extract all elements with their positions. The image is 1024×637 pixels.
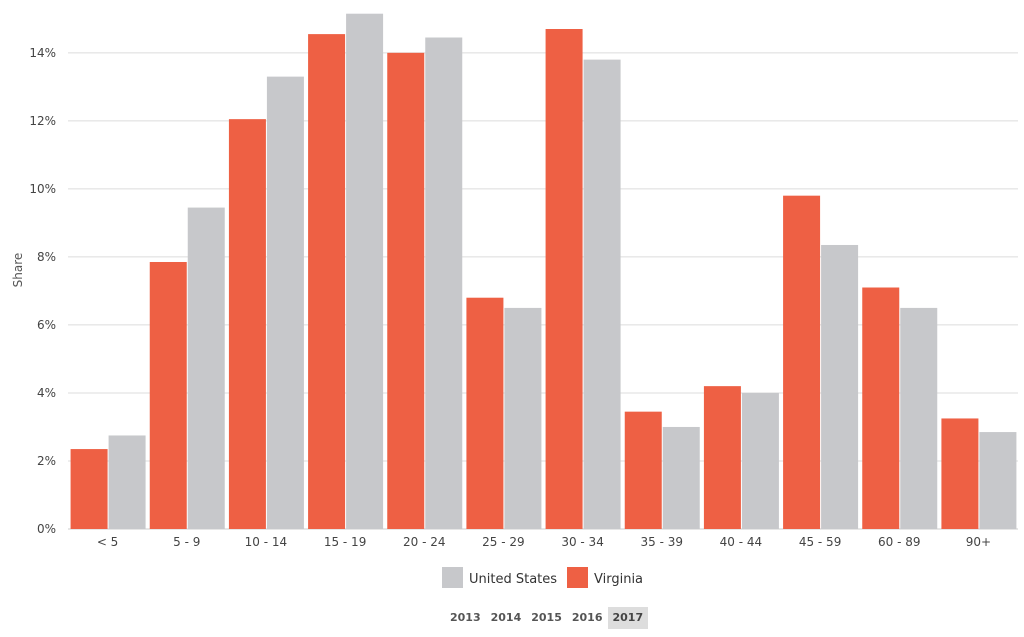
y-tick-label: 8% bbox=[37, 250, 56, 264]
bars bbox=[70, 13, 1017, 530]
bar-virginia[interactable] bbox=[703, 386, 741, 529]
x-tick-label: 90+ bbox=[966, 535, 991, 549]
year-selector: 2013 2014 2015 2016 2017 bbox=[445, 607, 649, 629]
legend-label: United States bbox=[469, 572, 557, 587]
y-tick-label: 12% bbox=[29, 114, 56, 128]
bar-virginia[interactable] bbox=[941, 418, 979, 529]
year-button-2016[interactable]: 2016 bbox=[571, 611, 603, 624]
bar-virginia[interactable] bbox=[783, 195, 821, 529]
x-tick-label: 5 - 9 bbox=[173, 535, 200, 549]
gridlines bbox=[68, 52, 1018, 530]
year-button-2015[interactable]: 2015 bbox=[531, 611, 562, 624]
bar-united-states[interactable] bbox=[979, 432, 1017, 529]
y-tick-label: 6% bbox=[37, 318, 56, 332]
bar-virginia[interactable] bbox=[149, 261, 187, 529]
bar-united-states[interactable] bbox=[900, 307, 938, 529]
bar-united-states[interactable] bbox=[346, 13, 384, 529]
bar-virginia[interactable] bbox=[308, 34, 346, 529]
year-button-2014[interactable]: 2014 bbox=[490, 611, 522, 624]
bar-united-states[interactable] bbox=[108, 435, 146, 529]
x-tick-label: 30 - 34 bbox=[561, 535, 604, 549]
bar-united-states[interactable] bbox=[266, 76, 304, 529]
y-tick-label: 14% bbox=[29, 46, 56, 60]
x-tick-label: 35 - 39 bbox=[641, 535, 684, 549]
bar-united-states[interactable] bbox=[187, 207, 225, 529]
legend-label: Virginia bbox=[594, 572, 643, 587]
legend-item-united-states[interactable]: United States bbox=[442, 567, 557, 588]
y-axis-title: Share bbox=[11, 253, 25, 288]
bar-virginia[interactable] bbox=[545, 29, 583, 529]
y-tick-label: 10% bbox=[29, 182, 56, 196]
x-tick-label: 10 - 14 bbox=[245, 535, 288, 549]
bar-virginia[interactable] bbox=[466, 297, 504, 529]
bar-united-states[interactable] bbox=[504, 307, 542, 529]
x-tick-label: 25 - 29 bbox=[482, 535, 525, 549]
x-axis-labels: < 5 5 - 9 10 - 14 15 - 19 20 - 24 25 - 29 30 -… bbox=[97, 535, 991, 549]
x-tick-label: 45 - 59 bbox=[799, 535, 842, 549]
y-tick-label: 2% bbox=[37, 454, 56, 468]
legend[interactable]: United States Virginia bbox=[442, 567, 643, 588]
y-tick-label: 4% bbox=[37, 386, 56, 400]
x-tick-label: 40 - 44 bbox=[720, 535, 763, 549]
y-axis-ticks: 0% 2% 4% 6% 8% 10% 12% 14% bbox=[29, 46, 56, 536]
x-tick-label: 60 - 89 bbox=[878, 535, 921, 549]
bar-chart: 0% 2% 4% 6% 8% 10% 12% 14% Share < 5 5 - 9 10 - 1… bbox=[11, 13, 1018, 588]
bar-virginia[interactable] bbox=[70, 449, 108, 529]
legend-swatch bbox=[442, 567, 463, 588]
bar-united-states[interactable] bbox=[662, 426, 700, 529]
year-button-2017[interactable]: 2017 bbox=[607, 607, 649, 629]
bar-virginia[interactable] bbox=[228, 119, 266, 529]
x-tick-label: 20 - 24 bbox=[403, 535, 446, 549]
x-tick-label: 15 - 19 bbox=[324, 535, 367, 549]
bar-virginia[interactable] bbox=[387, 52, 425, 529]
y-tick-label: 0% bbox=[37, 522, 56, 536]
bar-united-states[interactable] bbox=[425, 37, 463, 530]
legend-item-virginia[interactable]: Virginia bbox=[567, 567, 643, 588]
bar-virginia[interactable] bbox=[862, 287, 900, 529]
bar-united-states[interactable] bbox=[583, 59, 621, 530]
legend-swatch bbox=[567, 567, 588, 588]
x-tick-label: < 5 bbox=[97, 535, 119, 549]
bar-united-states[interactable] bbox=[741, 392, 779, 529]
bar-virginia[interactable] bbox=[624, 411, 662, 529]
year-button-2013[interactable]: 2013 bbox=[450, 611, 481, 624]
bar-united-states[interactable] bbox=[821, 244, 859, 530]
